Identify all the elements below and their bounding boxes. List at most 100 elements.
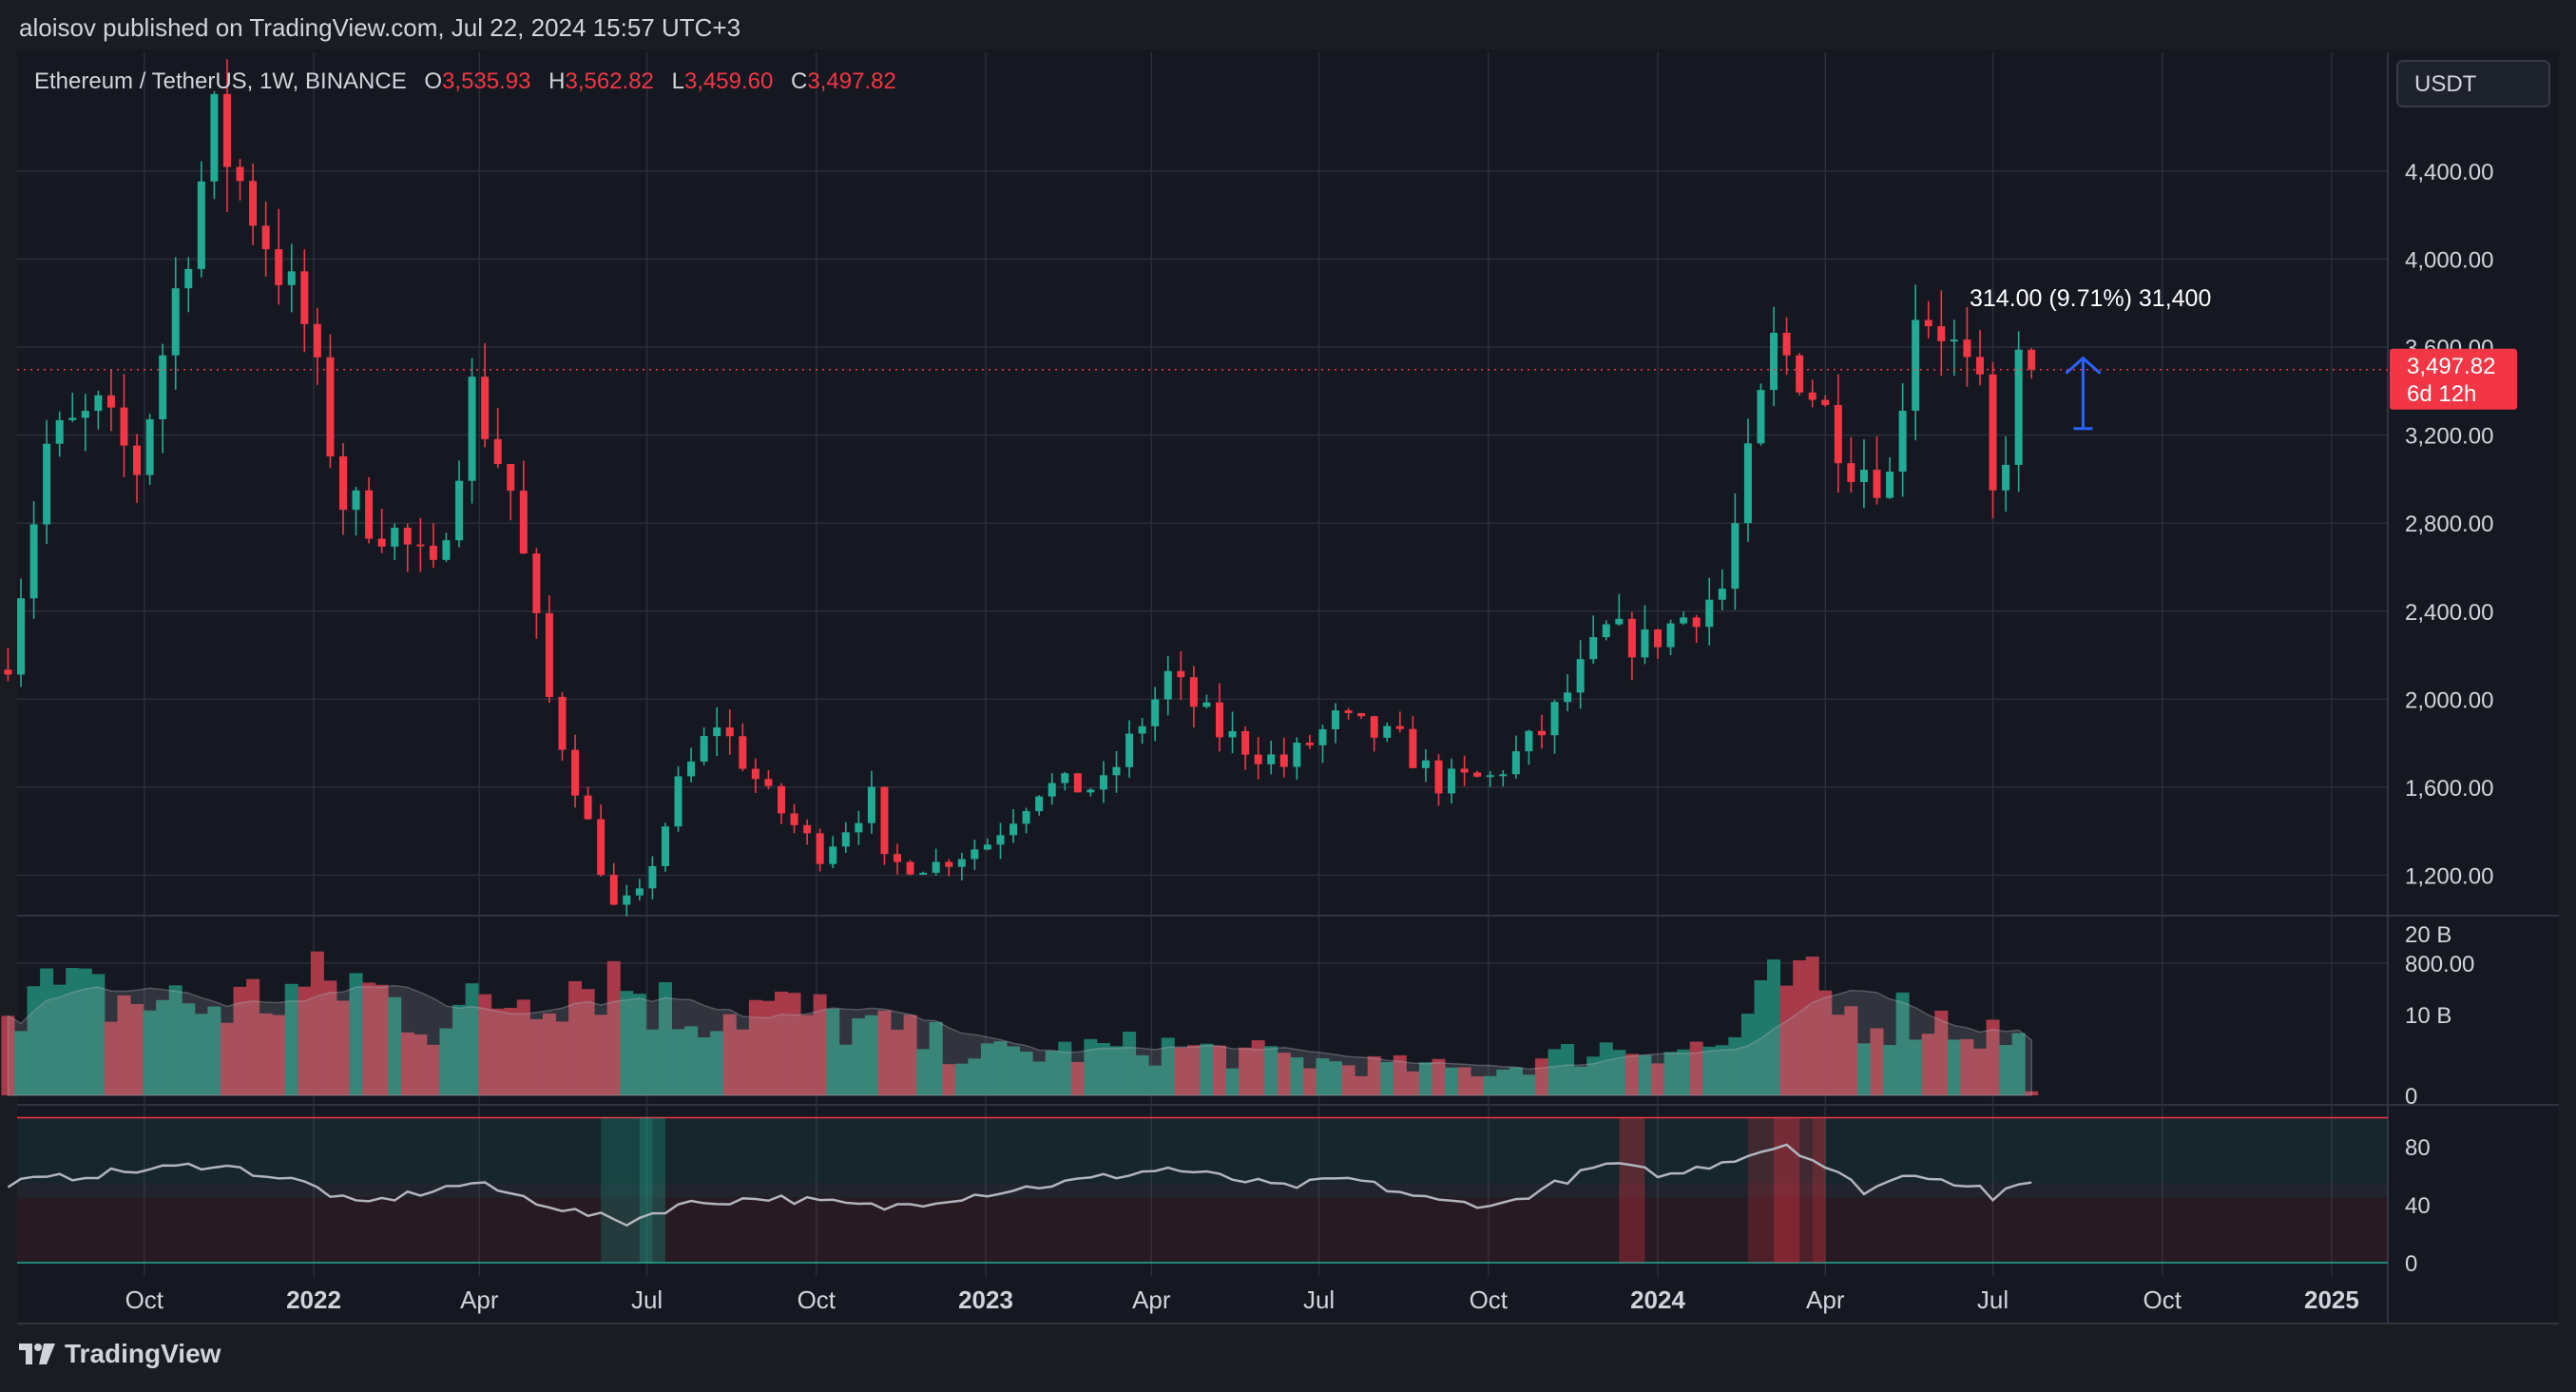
volume-bar [1818,990,1833,1095]
volume-bar [233,986,247,1095]
tradingview-logo[interactable]: TradingView [17,1339,221,1369]
candle [468,358,476,504]
volume-bar [1947,1039,1961,1095]
volume-bar [426,1044,440,1095]
candle [725,709,734,755]
candle [106,369,115,432]
volume-bar [606,960,621,1095]
price-tick-label: 2,800.00 [2405,512,2493,537]
candle [1989,361,1997,519]
candle [236,159,244,201]
pane-separators [17,52,2559,1324]
volume-bar [1522,1074,1536,1095]
volume-bar [838,1044,853,1095]
candle [919,871,928,875]
candle [2002,435,2010,512]
candle [855,810,863,845]
volume-bar [1999,1044,2013,1095]
rsi-highlight-zone [1812,1117,1826,1263]
candle [1796,353,1804,396]
candle [133,434,142,503]
volume-bar [1418,1062,1432,1095]
candle [1421,748,1430,783]
volume-bar [2025,1091,2039,1095]
candle [1241,725,1250,770]
price-tick-label: 4,400.00 [2405,160,2493,185]
open-value: 3,535.93 [442,68,530,94]
candle [1112,751,1121,793]
volume-bar [323,980,337,1095]
volume-bar [1921,1034,1935,1095]
candle [1305,734,1314,749]
close-label: C [791,68,807,94]
time-tick-label: Apr [1132,1286,1171,1314]
candle [1409,716,1417,769]
volume-bar [1831,1015,1845,1095]
candle [4,648,12,682]
candle [1937,290,1946,377]
candle [1589,615,1598,664]
volume-bar [594,1015,608,1095]
current-price-tag: 3,497.82 6d 12h [2390,348,2517,410]
volume-bar [1367,1055,1381,1095]
volume-bar [143,1010,157,1095]
volume-bar [722,1014,737,1095]
candle [313,307,321,385]
candle [1615,593,1624,627]
volume-bar [645,1029,660,1095]
volume-bar [478,994,492,1095]
candle [1473,770,1482,778]
volume-bar [298,986,312,1095]
volume-tick-label: 10 B [2405,1003,2451,1029]
volume-bar [284,983,298,1095]
volume-bar [864,1015,878,1095]
volume-bar [1432,1058,1446,1095]
candle [1602,620,1610,641]
volume-bar [104,1021,118,1095]
candle [739,723,747,772]
volume-bar [697,1037,711,1095]
candle [120,374,128,477]
candle [81,394,89,452]
volume-bar [1793,959,1807,1095]
candle [1564,674,1572,712]
currency-button[interactable]: USDT [2396,60,2550,107]
volume-bar [1909,1039,1923,1095]
candle [1924,300,1932,338]
volume-bar [91,974,106,1095]
volume-bar [220,1022,234,1095]
volume-bar [774,991,788,1095]
candle [841,822,850,853]
candle [648,856,657,899]
price-tag-countdown: 6d 12h [2407,381,2476,407]
volume-tick-label: 20 B [2405,922,2451,948]
chart-frame [17,49,2559,1324]
volume-bar [1702,1046,1717,1095]
candle [880,786,889,865]
volume-bar [826,1008,840,1095]
candle [713,706,721,757]
candle [1886,457,1894,499]
time-tick-label: 2022 [286,1286,341,1314]
candle [532,548,541,639]
candle [1499,770,1508,787]
volume-bar [1019,1052,1033,1095]
volume-bar [916,1049,931,1095]
candle [674,765,682,832]
volume-bar [1148,1065,1163,1095]
candle [777,783,785,824]
time-tick-label: Oct [125,1286,164,1314]
volume-bar [130,1004,144,1095]
volume-bar [66,968,80,1095]
volume-bar [27,986,41,1095]
volume-bar [671,1029,685,1095]
volume-bar [1883,1045,1897,1095]
candle [429,523,437,569]
volume-bar [400,1032,414,1095]
close-value: 3,497.82 [807,68,895,94]
candle [94,390,103,430]
low-label: L [672,68,684,94]
volume-bar [336,1000,350,1095]
candle [1138,717,1146,744]
